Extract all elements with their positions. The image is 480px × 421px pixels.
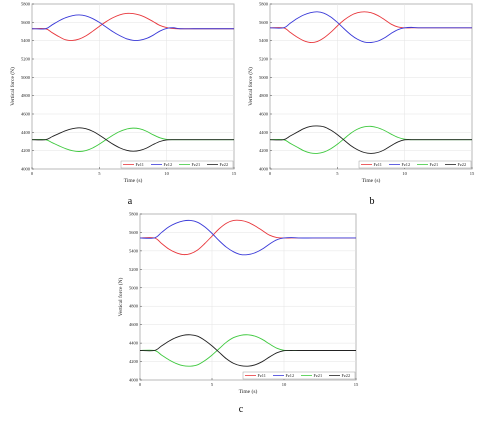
legend-label: Fz12 xyxy=(164,162,173,167)
panel-label-c: c xyxy=(238,404,244,415)
y-tick-label: 5400 xyxy=(129,248,139,253)
x-tick-label: 5 xyxy=(336,171,339,176)
y-tick-label: 4600 xyxy=(21,112,31,117)
x-axis-label: Time (s) xyxy=(124,177,143,184)
y-tick-label: 5400 xyxy=(259,38,269,43)
x-tick-label: 5 xyxy=(211,382,214,387)
legend-label: Fz12 xyxy=(402,162,411,167)
x-tick-label: 15 xyxy=(470,171,475,176)
y-tick-label: 4800 xyxy=(129,304,139,309)
x-tick-label: 10 xyxy=(282,382,287,387)
x-tick-label: 0 xyxy=(31,171,34,176)
legend-box xyxy=(358,160,472,169)
series-line-fz22 xyxy=(139,334,356,367)
x-axis-label: Time (s) xyxy=(362,177,381,184)
y-tick-label: 4800 xyxy=(259,93,269,98)
chart-panel-b: 4000 4200 4400 4600 4800 5000 5200 5400 5600 5800… xyxy=(240,0,476,186)
x-axis-label: Time (s) xyxy=(239,388,258,395)
y-tick-label: 5800 xyxy=(259,2,269,7)
y-tick-label: 5200 xyxy=(259,57,269,62)
y-tick-label: 5400 xyxy=(21,38,31,43)
y-tick-label: 4600 xyxy=(259,112,269,117)
y-tick-label: 4400 xyxy=(21,130,31,135)
y-tick-label: 4000 xyxy=(21,167,31,172)
line-chart-b: 4000 4200 4400 4600 4800 5000 5200 5400 5600 5800… xyxy=(247,2,475,185)
y-axis-label: Vertical force (N) xyxy=(9,67,16,106)
line-chart-c: 4000 4200 4400 4600 4800 5000 5200 5400 5600 5800… xyxy=(117,212,359,396)
legend-label: Fz21 xyxy=(192,162,201,167)
legend-box xyxy=(120,160,234,169)
legend-label: Fz22 xyxy=(220,162,229,167)
x-tick-label: 0 xyxy=(269,171,272,176)
x-tick-label: 10 xyxy=(402,171,407,176)
y-tick-label: 5600 xyxy=(21,20,31,25)
legend-label: Fz11 xyxy=(374,162,382,167)
y-axis-label: Vertical force (N) xyxy=(117,277,124,316)
legend-label: Fz21 xyxy=(314,373,323,378)
legend: Fz11 Fz12 Fz21 Fz22 xyxy=(120,160,234,169)
x-tick-label: 0 xyxy=(139,382,142,387)
y-tick-label: 5600 xyxy=(259,20,269,25)
chart-panel-c: 4000 4200 4400 4600 4800 5000 5200 5400 5600 5800… xyxy=(108,210,370,396)
series-line-fz22 xyxy=(269,125,472,154)
legend-label: Fz21 xyxy=(430,162,439,167)
x-tick-label: 15 xyxy=(232,171,237,176)
y-tick-label: 4200 xyxy=(259,148,269,153)
plot-area xyxy=(31,3,235,170)
y-tick-label: 5000 xyxy=(129,285,139,290)
y-tick-label: 4200 xyxy=(129,359,139,364)
y-tick-label: 4600 xyxy=(129,322,139,327)
series-line-fz12 xyxy=(269,11,472,44)
y-tick-label: 5200 xyxy=(21,57,31,62)
series-line-fz22 xyxy=(31,127,234,152)
y-axis-label: Vertical force (N) xyxy=(247,67,254,106)
y-tick-label: 5600 xyxy=(129,230,139,235)
legend-label: Fz12 xyxy=(286,373,295,378)
y-tick-label: 5200 xyxy=(129,267,139,272)
legend-label: Fz11 xyxy=(136,162,144,167)
y-tick-label: 4400 xyxy=(259,130,269,135)
y-tick-label: 5800 xyxy=(129,212,139,217)
legend-label: Fz22 xyxy=(458,162,467,167)
panel-label-b: b xyxy=(369,196,375,207)
line-chart-a: 4000 4200 4400 4600 4800 5000 5200 5400 5600 5800… xyxy=(9,2,237,185)
chart-panel-a: 4000 4200 4400 4600 4800 5000 5200 5400 5600 5800… xyxy=(2,0,238,186)
x-tick-label: 10 xyxy=(164,171,169,176)
y-tick-label: 4800 xyxy=(21,93,31,98)
series-line-fz12 xyxy=(139,219,356,256)
legend-box xyxy=(242,371,356,380)
x-tick-label: 5 xyxy=(98,171,101,176)
y-tick-label: 4000 xyxy=(129,378,139,383)
legend: Fz11 Fz12 Fz21 Fz22 xyxy=(242,371,356,380)
panel-label-a: a xyxy=(127,196,133,207)
y-tick-label: 5800 xyxy=(21,2,31,7)
y-tick-label: 5000 xyxy=(21,75,31,80)
y-tick-label: 4400 xyxy=(129,341,139,346)
plot-area xyxy=(139,213,357,381)
legend-label: Fz22 xyxy=(342,373,351,378)
y-tick-label: 4000 xyxy=(259,167,269,172)
plot-area xyxy=(269,3,473,170)
legend: Fz11 Fz12 Fz21 Fz22 xyxy=(358,160,472,169)
series-line-fz12 xyxy=(31,14,234,41)
y-tick-label: 5000 xyxy=(259,75,269,80)
x-tick-label: 15 xyxy=(354,382,359,387)
y-tick-label: 4200 xyxy=(21,148,31,153)
legend-label: Fz11 xyxy=(258,373,266,378)
